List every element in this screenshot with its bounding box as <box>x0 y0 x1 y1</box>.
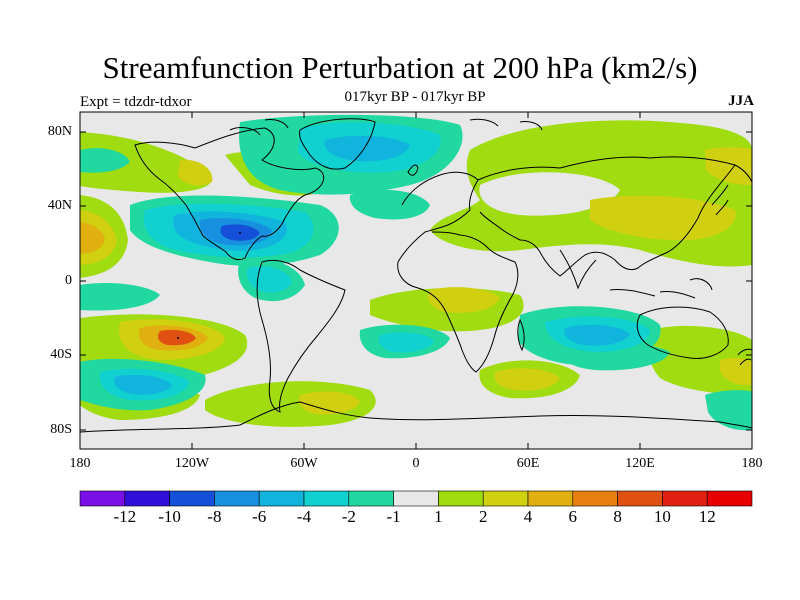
colorbar-label: 10 <box>653 507 671 526</box>
field-antarctic-east-negative <box>705 390 752 431</box>
colorbar-box-14 <box>662 490 708 507</box>
field-north-atlantic-negative <box>349 189 430 220</box>
coastline-japan <box>711 184 729 216</box>
field-tropical-africa-yellow <box>428 287 500 313</box>
colorbar-box-9 <box>438 490 484 507</box>
colorbar-label: 2 <box>478 507 488 526</box>
lat-tick-label: 80S <box>50 422 72 437</box>
coastline-arctic-islands <box>229 118 543 136</box>
field-pacific-north-negative <box>80 148 130 173</box>
colorbar-box-3 <box>169 490 215 507</box>
field-indian-ocean-blue <box>564 324 630 346</box>
colorbar-box-1 <box>79 490 126 507</box>
colorbar-box-10 <box>482 490 529 507</box>
colorbar-label: 8 <box>613 507 622 526</box>
colorbar-box-5 <box>258 490 305 507</box>
colorbar-label: 6 <box>568 507 578 526</box>
season-label: JJA <box>728 93 754 109</box>
colorbar-label: 1 <box>434 507 443 526</box>
field-eurasia-yellow <box>590 195 736 241</box>
lon-tick-label: 60E <box>516 456 540 471</box>
colorbar-label: -6 <box>252 507 267 526</box>
lon-tick-label: 120E <box>625 456 655 471</box>
coastline-india <box>559 249 597 290</box>
field-eurasia-inner-gap <box>479 172 620 216</box>
field-north-pacific-positive <box>80 132 212 193</box>
coastline-british-isles <box>407 164 419 176</box>
lat-tick-label: 40N <box>47 198 72 213</box>
colorbar-label: -12 <box>113 507 137 526</box>
lat-tick-label: 40S <box>50 347 72 362</box>
coastline-europe-africa <box>397 171 519 373</box>
colorbar-label: -2 <box>341 507 356 526</box>
coastline-madagascar <box>517 318 525 352</box>
colorbar <box>79 490 753 507</box>
field-south-america-cyan <box>246 266 292 293</box>
map-title: Streamfunction Perturbation at 200 hPa (… <box>102 50 698 85</box>
map-panel <box>80 112 752 449</box>
colorbar-label: 4 <box>523 507 533 526</box>
lon-tick-label: 120W <box>174 456 210 471</box>
coastline-asia <box>477 156 752 277</box>
coastline-greenland <box>299 118 376 170</box>
field-south-pacific-blue <box>114 374 172 395</box>
lat-tick-label: 80N <box>47 124 72 139</box>
colorbar-box-6 <box>303 490 350 507</box>
lon-ticks <box>79 112 753 449</box>
lon-tick-label: 0 <box>412 456 420 471</box>
lat-ticks <box>80 131 752 431</box>
colorbar-box-12 <box>572 490 618 507</box>
field-east-asia-yellow <box>705 147 752 186</box>
field-southern-ocean-atl-yellow <box>298 391 360 415</box>
colorbar-label: 12 <box>698 507 716 526</box>
colorbar-box-4 <box>214 490 260 507</box>
field-southern-ocean-yellow <box>494 368 560 391</box>
lat-tick-label: 0 <box>65 273 72 288</box>
map-subtitle: 017kyr BP - 017kyr BP <box>344 89 486 105</box>
experiment-label: Expt = tdzdr-tdxor <box>80 94 192 110</box>
coastlines <box>80 118 752 433</box>
lon-tick-label: 180 <box>69 456 91 471</box>
colorbar-box-2 <box>124 490 170 507</box>
coastline-antarctica <box>80 401 752 433</box>
extremum-marker-south-pacific <box>177 337 179 339</box>
field-west-pacific-core <box>80 222 105 254</box>
coastline-new-zealand <box>737 348 752 366</box>
coastline-south-america <box>256 259 346 413</box>
field-greenland-core <box>324 135 410 162</box>
coastline-indonesia <box>609 278 713 299</box>
colorbar-label: -10 <box>158 507 181 526</box>
extremum-marker-gulf <box>239 232 241 234</box>
colorbar-label: -4 <box>296 507 312 526</box>
colorbar-box-8 <box>393 490 439 507</box>
coastline-north-america <box>134 127 325 261</box>
coastline-australia <box>636 306 729 359</box>
lon-tick-label: 60W <box>290 456 318 471</box>
field-south-pacific-maximum <box>158 329 196 346</box>
field-south-atlantic-cyan <box>378 332 434 353</box>
colorbar-box-15 <box>706 490 753 507</box>
field-pacific-equator-negative <box>80 283 160 311</box>
colorbar-box-7 <box>348 490 394 507</box>
colorbar-box-13 <box>617 490 663 507</box>
colorbar-box-11 <box>527 490 574 507</box>
field-pacific-yellow <box>178 159 213 186</box>
field-far-east-yellow <box>720 357 752 386</box>
colorbar-label: -8 <box>207 507 222 526</box>
colorbar-label: -1 <box>386 507 401 526</box>
lon-tick-label: 180 <box>741 456 763 471</box>
